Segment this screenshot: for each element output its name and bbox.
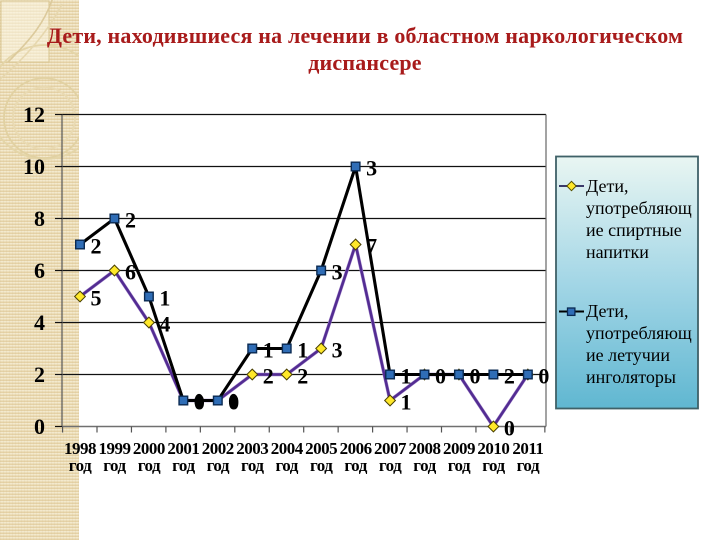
svg-text:ие спиртные: ие спиртные (586, 220, 682, 240)
svg-text:1998: 1998 (64, 439, 96, 458)
svg-text:5: 5 (91, 286, 102, 311)
svg-text:год: год (69, 456, 92, 475)
svg-text:2: 2 (125, 208, 136, 233)
svg-text:0: 0 (435, 364, 446, 389)
svg-text:употребляющ: употребляющ (586, 198, 692, 218)
svg-text:год: год (344, 456, 367, 475)
svg-text:год: год (241, 456, 264, 475)
svg-text:3: 3 (332, 260, 343, 285)
svg-text:0: 0 (228, 390, 239, 415)
svg-text:год: год (310, 456, 333, 475)
svg-text:7: 7 (366, 234, 377, 259)
svg-text:3: 3 (332, 338, 343, 363)
svg-text:напитки: напитки (586, 242, 649, 262)
svg-text:2009: 2009 (443, 439, 475, 458)
svg-text:год: год (413, 456, 436, 475)
svg-text:год: год (103, 456, 126, 475)
svg-text:Дети,: Дети, (586, 176, 629, 196)
svg-text:4: 4 (34, 310, 45, 335)
svg-text:2005: 2005 (305, 439, 337, 458)
svg-text:инголяторы: инголяторы (586, 367, 676, 387)
svg-text:3: 3 (366, 156, 377, 181)
svg-text:4: 4 (159, 312, 170, 337)
svg-text:2010: 2010 (477, 439, 509, 458)
svg-text:2001: 2001 (167, 439, 199, 458)
svg-text:год: год (482, 456, 505, 475)
svg-text:2004: 2004 (271, 439, 304, 458)
svg-text:12: 12 (23, 102, 45, 127)
svg-text:год: год (138, 456, 161, 475)
svg-text:0: 0 (34, 414, 45, 439)
svg-text:год: год (172, 456, 195, 475)
svg-text:2008: 2008 (409, 439, 441, 458)
svg-text:2: 2 (504, 364, 515, 389)
svg-text:год: год (275, 456, 298, 475)
svg-text:год: год (448, 456, 471, 475)
svg-text:1: 1 (159, 286, 170, 311)
svg-text:0: 0 (504, 416, 515, 441)
svg-text:2: 2 (34, 362, 45, 387)
svg-text:0: 0 (538, 364, 549, 389)
svg-text:Дети,: Дети, (586, 301, 629, 321)
svg-text:год: год (379, 456, 402, 475)
svg-text:год: год (207, 456, 230, 475)
svg-text:2: 2 (263, 364, 274, 389)
svg-text:6: 6 (34, 258, 45, 283)
svg-text:10: 10 (23, 154, 45, 179)
svg-text:1: 1 (401, 390, 412, 415)
svg-text:употребляющ: употребляющ (586, 323, 692, 343)
svg-text:2006: 2006 (340, 439, 372, 458)
svg-text:6: 6 (125, 260, 136, 285)
svg-text:2000: 2000 (133, 439, 165, 458)
svg-text:2: 2 (91, 234, 102, 259)
svg-text:1: 1 (401, 364, 412, 389)
svg-text:ие летучии: ие летучии (586, 345, 670, 365)
svg-text:8: 8 (34, 206, 45, 231)
svg-text:год: год (517, 456, 540, 475)
svg-text:1999: 1999 (98, 439, 130, 458)
svg-text:2003: 2003 (236, 439, 268, 458)
svg-text:0: 0 (194, 390, 205, 415)
svg-text:1: 1 (297, 338, 308, 363)
svg-text:2002: 2002 (202, 439, 234, 458)
svg-text:1: 1 (263, 338, 274, 363)
svg-text:2011: 2011 (512, 439, 543, 458)
svg-text:0: 0 (469, 364, 480, 389)
svg-text:2007: 2007 (374, 439, 407, 458)
svg-text:2: 2 (297, 364, 308, 389)
